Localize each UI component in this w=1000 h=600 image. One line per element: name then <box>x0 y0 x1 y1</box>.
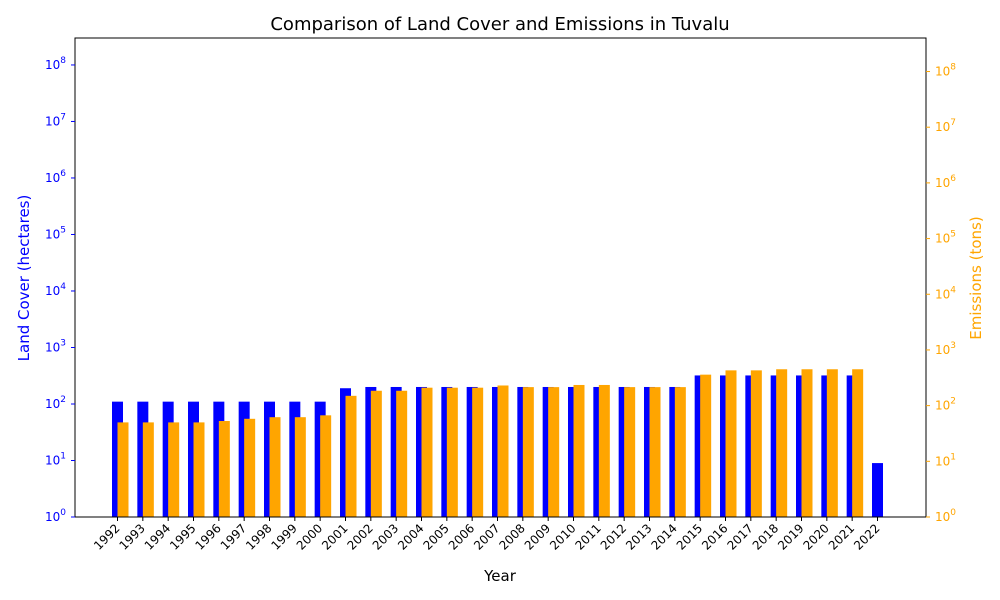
right-axis-tick-label: 103 <box>935 341 956 357</box>
emissions-bar-2010 <box>573 384 585 517</box>
emissions-bar-2000 <box>320 415 332 517</box>
emissions-bar-2013 <box>649 387 661 517</box>
left-axis-tick-label: 105 <box>45 225 66 241</box>
right-axis-tick-label: 101 <box>935 452 956 468</box>
chart-title: Comparison of Land Cover and Emissions i… <box>270 14 729 35</box>
right-axis-tick-label: 105 <box>935 230 956 246</box>
left-axis-tick-label: 100 <box>45 508 66 524</box>
land-cover-bar-2022 <box>872 463 883 517</box>
emissions-bar-2009 <box>548 387 560 517</box>
right-axis-tick-label: 106 <box>935 174 956 190</box>
left-axis-ticks: 100 101 102 103 104 105 106 107 108 <box>45 56 75 524</box>
right-axis-tick-label: 102 <box>935 397 956 413</box>
emissions-bar-2002 <box>370 390 382 517</box>
right-axis-tick-label: 100 <box>935 508 956 524</box>
emissions-bar-1998 <box>269 417 281 517</box>
bars-layer <box>112 369 883 517</box>
emissions-bar-2015 <box>700 374 712 517</box>
left-axis-tick-label: 102 <box>45 395 66 411</box>
left-axis-label: Land Cover (hectares) <box>15 195 33 362</box>
left-axis-tick-label: 104 <box>45 282 66 298</box>
emissions-bar-2017 <box>750 370 762 517</box>
emissions-bar-2005 <box>446 387 458 517</box>
emissions-bar-1995 <box>193 422 205 517</box>
right-axis-tick-label: 107 <box>935 118 956 134</box>
emissions-bar-1997 <box>244 418 256 517</box>
emissions-bar-1996 <box>218 420 230 517</box>
emissions-bar-1993 <box>142 422 154 517</box>
emissions-bar-2016 <box>725 370 737 517</box>
left-axis-tick-label: 103 <box>45 338 66 354</box>
emissions-bar-2008 <box>522 387 534 517</box>
emissions-bar-2003 <box>396 390 408 517</box>
right-axis-label: Emissions (tons) <box>967 216 985 339</box>
emissions-bar-2001 <box>345 395 357 517</box>
right-axis-tick-label: 104 <box>935 285 956 301</box>
emissions-bar-2011 <box>598 384 610 517</box>
emissions-bar-2004 <box>421 387 433 517</box>
plot-frame <box>74 37 927 518</box>
emissions-bar-2019 <box>801 369 813 517</box>
right-axis-ticks: 100 101 102 103 104 105 106 107 108 <box>926 63 956 524</box>
left-axis-tick-label: 107 <box>45 112 66 128</box>
emissions-bar-2007 <box>497 385 509 517</box>
emissions-bar-1999 <box>294 417 306 517</box>
left-axis-tick-label: 101 <box>45 451 66 467</box>
left-axis-tick-label: 106 <box>45 169 66 185</box>
right-axis-tick-label: 108 <box>935 63 956 79</box>
left-axis-tick-label: 108 <box>45 56 66 72</box>
emissions-bar-2021 <box>852 369 864 517</box>
emissions-bar-2006 <box>472 387 484 517</box>
emissions-bar-2012 <box>624 387 636 517</box>
emissions-bar-2014 <box>674 387 686 517</box>
x-axis-label: Year <box>483 567 517 585</box>
emissions-bar-1992 <box>117 422 129 517</box>
emissions-bar-1994 <box>168 422 180 517</box>
emissions-bar-2018 <box>776 369 788 517</box>
emissions-bar-2020 <box>826 369 838 517</box>
